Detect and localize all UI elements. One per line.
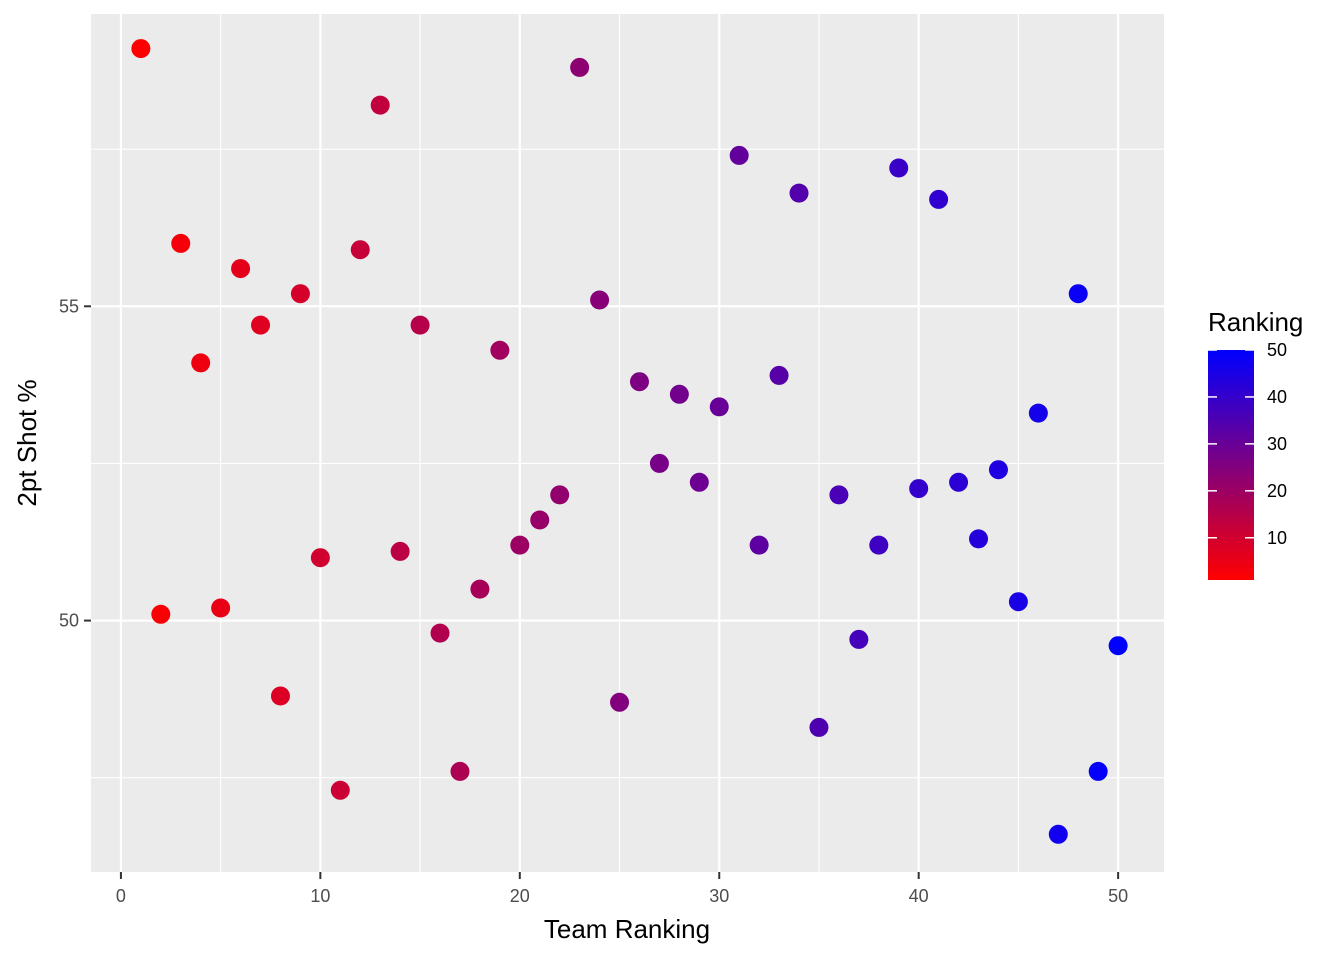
data-point — [191, 353, 211, 373]
data-point — [849, 629, 869, 649]
legend-title: Ranking — [1208, 307, 1303, 337]
color-legend: Ranking 10 20 30 40 50 — [1208, 307, 1303, 580]
y-axis: 50 55 — [59, 296, 91, 631]
legend-tick-label: 30 — [1267, 434, 1287, 454]
data-point — [370, 95, 390, 115]
data-point — [610, 692, 630, 712]
data-point — [809, 717, 829, 737]
data-point — [669, 384, 689, 404]
data-point — [490, 340, 510, 360]
data-point — [629, 372, 649, 392]
legend-tick-label: 10 — [1267, 528, 1287, 548]
data-point — [151, 604, 171, 624]
data-point — [729, 145, 749, 165]
data-point — [889, 158, 909, 178]
data-point — [969, 529, 989, 549]
y-tick-label: 55 — [59, 296, 79, 316]
data-point — [330, 780, 350, 800]
data-point — [350, 240, 370, 260]
data-point — [829, 485, 849, 505]
y-axis-title: 2pt Shot % — [12, 379, 42, 506]
data-point — [1008, 592, 1028, 612]
data-point — [1108, 636, 1128, 656]
legend-tick-label: 20 — [1267, 481, 1287, 501]
data-point — [310, 548, 330, 568]
x-tick-label: 20 — [510, 886, 530, 906]
data-point — [430, 623, 450, 643]
data-point — [470, 579, 490, 599]
legend-colorbar — [1208, 350, 1254, 580]
data-point — [749, 535, 769, 555]
x-tick-label: 30 — [709, 886, 729, 906]
x-tick-label: 0 — [116, 886, 126, 906]
data-point — [550, 485, 570, 505]
y-tick-label: 50 — [59, 611, 79, 631]
legend-tick-label: 50 — [1267, 340, 1287, 360]
grid-minor — [91, 14, 1164, 872]
data-point — [949, 472, 969, 492]
data-point — [590, 290, 610, 310]
data-point — [450, 761, 470, 781]
data-point — [251, 315, 271, 335]
data-point — [570, 57, 590, 77]
data-point — [929, 189, 949, 209]
data-point — [769, 365, 789, 385]
x-tick-label: 10 — [310, 886, 330, 906]
data-point — [390, 541, 410, 561]
data-point — [530, 510, 550, 530]
data-point — [689, 472, 709, 492]
x-tick-label: 50 — [1108, 886, 1128, 906]
data-point — [1028, 403, 1048, 423]
data-point — [270, 686, 290, 706]
data-point — [211, 598, 231, 618]
data-point — [231, 259, 251, 279]
data-point — [709, 397, 729, 417]
data-point — [909, 479, 929, 499]
data-point — [510, 535, 530, 555]
data-point — [131, 39, 151, 59]
data-point — [1088, 761, 1108, 781]
data-point — [1048, 824, 1068, 844]
plot-panel — [91, 14, 1164, 872]
data-point — [649, 453, 669, 473]
legend-ticks: 10 20 30 40 50 — [1208, 340, 1287, 548]
data-point — [1068, 284, 1088, 304]
data-point — [171, 233, 191, 253]
data-point — [869, 535, 889, 555]
x-axis: 0 10 20 30 40 50 — [116, 872, 1128, 906]
data-point — [789, 183, 809, 203]
data-point — [410, 315, 430, 335]
data-point — [290, 284, 310, 304]
grid-major — [91, 14, 1164, 872]
data-points — [131, 39, 1128, 844]
x-tick-label: 40 — [909, 886, 929, 906]
x-axis-title: Team Ranking — [544, 914, 710, 944]
data-point — [988, 460, 1008, 480]
legend-tick-label: 40 — [1267, 387, 1287, 407]
